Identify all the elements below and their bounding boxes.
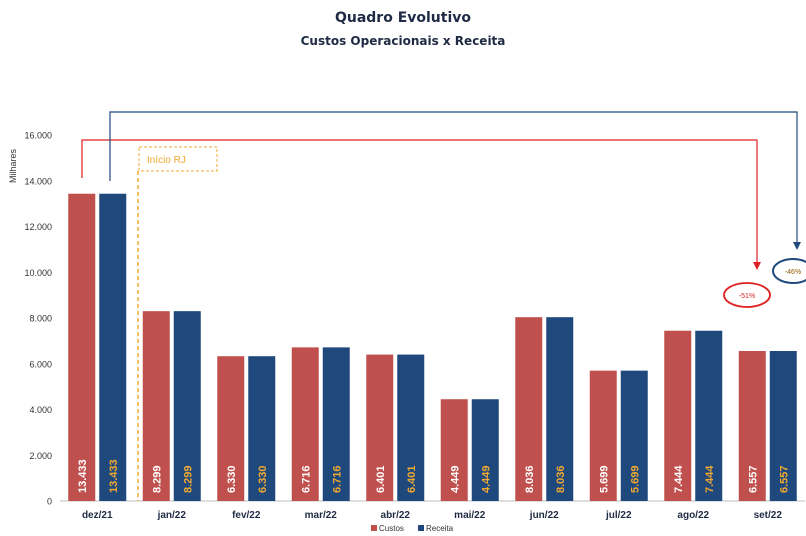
- data-label-receita: 8.299: [182, 465, 194, 493]
- legend-swatch-custos: [371, 525, 377, 531]
- x-tick-label: jul/22: [605, 510, 632, 521]
- x-tick-label: set/22: [754, 510, 783, 521]
- x-tick-label: mar/22: [305, 510, 338, 521]
- annotation-pct-custos: -51%: [739, 293, 755, 300]
- y-tick-label: 12.000: [24, 222, 52, 232]
- bar-custos: [440, 399, 468, 501]
- y-tick-label: 8.000: [29, 314, 52, 324]
- bar-receita: [248, 356, 276, 501]
- data-label-custos: 6.330: [226, 465, 238, 493]
- data-label-custos: 6.716: [300, 465, 312, 493]
- bar-receita: [695, 330, 723, 501]
- bar-custos: [664, 330, 692, 501]
- comparison-arrow-custos: [81, 139, 758, 264]
- y-axis-label: Milhares: [8, 148, 18, 183]
- legend-label-custos: Custos: [379, 524, 404, 533]
- bar-custos: [738, 351, 766, 501]
- data-label-custos: 4.449: [449, 465, 461, 493]
- bar-receita: [471, 399, 499, 501]
- data-label-receita: 13.433: [108, 459, 120, 493]
- legend-label-receita: Receita: [426, 524, 454, 533]
- data-label-receita: 7.444: [704, 465, 716, 493]
- data-label-receita: 6.401: [406, 465, 418, 493]
- data-label-receita: 6.330: [257, 465, 269, 493]
- data-label-receita: 6.716: [331, 465, 343, 493]
- bar-custos: [589, 370, 617, 501]
- arrow-head-custos: [753, 262, 761, 270]
- bar-custos: [142, 311, 170, 501]
- data-label-custos: 5.699: [598, 465, 610, 493]
- chart-subtitle: Custos Operacionais x Receita: [300, 34, 506, 48]
- annotation-ellipse-receita: [772, 258, 806, 284]
- y-tick-label: 2.000: [29, 451, 52, 461]
- bar-receita: [322, 347, 350, 501]
- x-tick-label: mai/22: [454, 510, 486, 521]
- annotation-box-inicio-rj: [138, 146, 218, 172]
- chart-title: Quadro Evolutivo: [334, 10, 472, 26]
- annotation-ellipse-custos: [723, 282, 771, 308]
- data-label-receita: 8.036: [555, 465, 567, 493]
- x-tick-label: ago/22: [677, 510, 709, 521]
- data-label-custos: 8.299: [151, 465, 163, 493]
- x-tick-label: dez/21: [82, 510, 113, 521]
- bar-receita: [546, 317, 574, 501]
- arrow-head-receita: [793, 242, 801, 250]
- data-label-receita: 6.557: [778, 465, 790, 493]
- y-tick-label: 0: [47, 497, 52, 507]
- data-label-receita: 5.699: [629, 465, 641, 493]
- y-tick-label: 4.000: [29, 405, 52, 415]
- bar-receita: [173, 311, 201, 501]
- x-tick-label: jan/22: [157, 510, 187, 521]
- x-tick-label: jun/22: [529, 510, 559, 521]
- y-tick-label: 16.000: [24, 131, 52, 141]
- data-label-custos: 8.036: [524, 465, 536, 493]
- bar-custos: [515, 317, 543, 501]
- data-label-custos: 7.444: [673, 465, 685, 493]
- y-tick-label: 6.000: [29, 359, 52, 369]
- data-label-custos: 6.401: [375, 465, 387, 493]
- bar-custos: [366, 354, 394, 501]
- legend-swatch-receita: [418, 525, 424, 531]
- data-label-custos: 6.557: [747, 465, 759, 493]
- y-tick-label: 10.000: [24, 268, 52, 278]
- data-label-receita: 4.449: [480, 465, 492, 493]
- bar-receita: [397, 354, 425, 501]
- data-label-custos: 13.433: [77, 459, 89, 493]
- bar-custos: [68, 193, 96, 501]
- y-tick-label: 14.000: [24, 176, 52, 186]
- bar-custos: [291, 347, 319, 501]
- comparison-arrow-receita: [109, 111, 798, 244]
- x-tick-label: fev/22: [232, 510, 261, 521]
- annotation-pct-receita: -46%: [785, 269, 801, 276]
- annotation-inicio-rj: Início RJ: [147, 155, 186, 166]
- bar-receita: [620, 370, 648, 501]
- bar-custos: [217, 356, 245, 501]
- bar-receita: [769, 351, 797, 501]
- bar-receita: [99, 193, 127, 501]
- x-tick-label: abr/22: [381, 510, 411, 521]
